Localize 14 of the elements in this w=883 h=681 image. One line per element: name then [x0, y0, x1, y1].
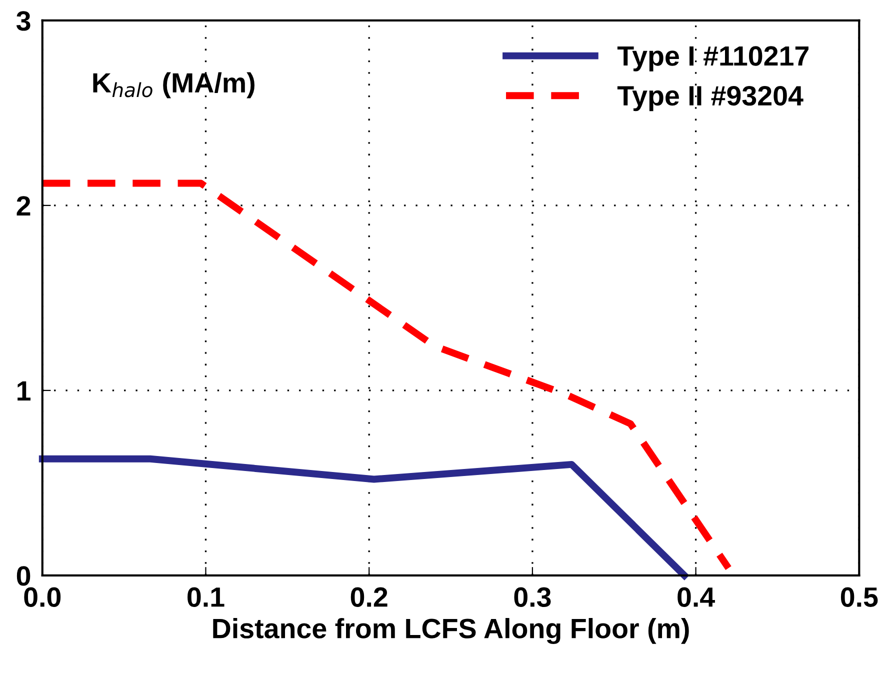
- x-tick-label: 0.1: [188, 587, 224, 607]
- y-axis-title: K$_{halo}$ (MA/m): [93, 72, 254, 98]
- y-tick-label: 3: [16, 11, 30, 31]
- x-tick-label: 0.4: [678, 587, 715, 607]
- x-tick-label: 0.3: [514, 587, 551, 607]
- y-tick-label: 1: [18, 381, 30, 401]
- x-tick-label: 0.2: [350, 587, 388, 607]
- x-axis-title: Distance from LCFS Along Floor (m): [213, 618, 689, 644]
- legend-label: Type I #110217: [617, 46, 808, 72]
- x-tick-label: 0.5: [840, 587, 878, 607]
- x-tick-label: 0.0: [24, 587, 61, 607]
- legend-label: Type II #93204: [617, 86, 804, 112]
- y-tick-label: 0: [16, 566, 30, 586]
- y-tick-label: 2: [16, 196, 30, 216]
